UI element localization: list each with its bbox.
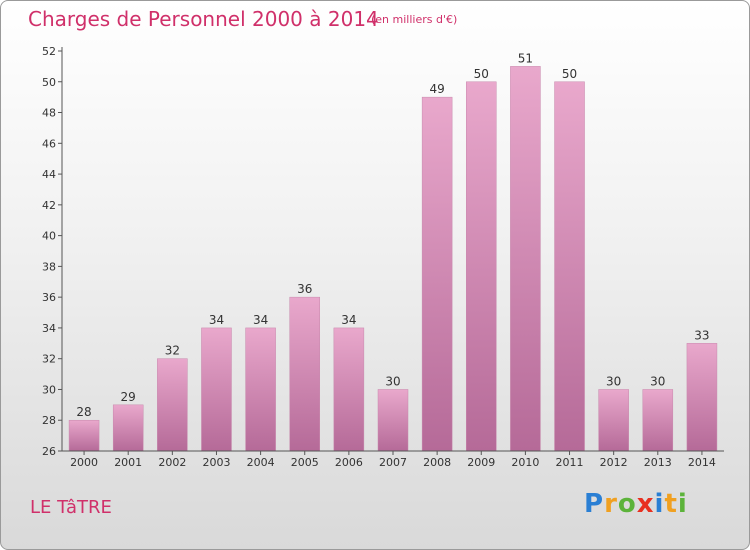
y-tick-label: 32	[42, 353, 56, 366]
bar	[510, 66, 541, 452]
bar	[598, 389, 629, 452]
y-tick-label: 44	[42, 168, 56, 181]
bar	[201, 327, 232, 452]
bar	[377, 389, 409, 452]
bar	[554, 81, 585, 452]
data-label: 33	[694, 328, 709, 342]
axes-group	[58, 47, 724, 455]
data-label: 28	[76, 405, 91, 419]
x-tick-label: 2009	[467, 456, 495, 469]
data-label: 34	[209, 313, 224, 327]
logo-letter: P	[584, 489, 605, 519]
x-tick-label: 2012	[600, 456, 628, 469]
bar	[686, 343, 718, 452]
y-tick-label: 30	[42, 383, 56, 396]
x-tick-label: 2003	[202, 456, 230, 469]
x-tick-label: 2005	[291, 456, 319, 469]
bar	[466, 81, 497, 452]
data-label: 32	[165, 344, 180, 358]
data-label: 30	[650, 374, 665, 388]
logo-letter: t	[664, 489, 678, 519]
labels-group: 26 28 30 32 34 36 38 40 42 44 46 48 50 52 28 2000 29 2001…	[42, 45, 716, 469]
y-tick-label: 42	[42, 199, 56, 212]
bar	[68, 419, 100, 452]
logo-letter: o	[617, 489, 637, 519]
x-tick-label: 2013	[644, 456, 672, 469]
y-tick-label: 52	[42, 45, 56, 58]
data-label: 51	[518, 51, 533, 65]
chart-unit: (en milliers d'€)	[371, 13, 458, 26]
y-tick-label: 46	[42, 137, 56, 150]
y-tick-label: 26	[42, 445, 56, 458]
bar	[289, 296, 320, 452]
y-tick-label: 50	[42, 76, 56, 89]
x-tick-label: 2014	[688, 456, 716, 469]
x-tick-label: 2010	[511, 456, 539, 469]
bar	[112, 404, 144, 452]
bar	[642, 389, 674, 452]
chart-title: Charges de Personnel 2000 à 2014	[28, 7, 379, 31]
data-label: 34	[341, 313, 356, 327]
bar	[157, 358, 188, 452]
bar	[333, 327, 365, 452]
x-tick-label: 2007	[379, 456, 407, 469]
data-label: 50	[474, 67, 489, 81]
proxiti-logo: Proxiti	[584, 489, 688, 519]
logo-letter: i	[654, 489, 665, 519]
data-label: 49	[429, 82, 444, 96]
y-tick-label: 40	[42, 230, 56, 243]
y-tick-label: 38	[42, 260, 56, 273]
x-tick-label: 2001	[114, 456, 142, 469]
y-tick-label: 48	[42, 107, 56, 120]
y-tick-label: 34	[42, 322, 56, 335]
data-label: 29	[121, 390, 136, 404]
bar	[421, 96, 453, 452]
logo-letter: i	[677, 489, 688, 519]
data-label: 30	[606, 374, 621, 388]
x-tick-label: 2006	[335, 456, 363, 469]
bar	[245, 327, 276, 452]
data-label: 34	[253, 313, 268, 327]
x-tick-label: 2000	[70, 456, 98, 469]
commune-name: LE TâTRE	[30, 497, 112, 518]
x-tick-label: 2011	[556, 456, 584, 469]
y-tick-label: 28	[42, 414, 56, 427]
data-label: 36	[297, 282, 312, 296]
logo-letter: r	[604, 489, 618, 519]
y-tick-label: 36	[42, 291, 56, 304]
x-tick-label: 2008	[423, 456, 451, 469]
bars-group	[68, 66, 718, 452]
logo-letter: x	[636, 489, 655, 519]
x-tick-label: 2002	[158, 456, 186, 469]
data-label: 30	[385, 374, 400, 388]
data-label: 50	[562, 67, 577, 81]
x-tick-label: 2004	[247, 456, 275, 469]
